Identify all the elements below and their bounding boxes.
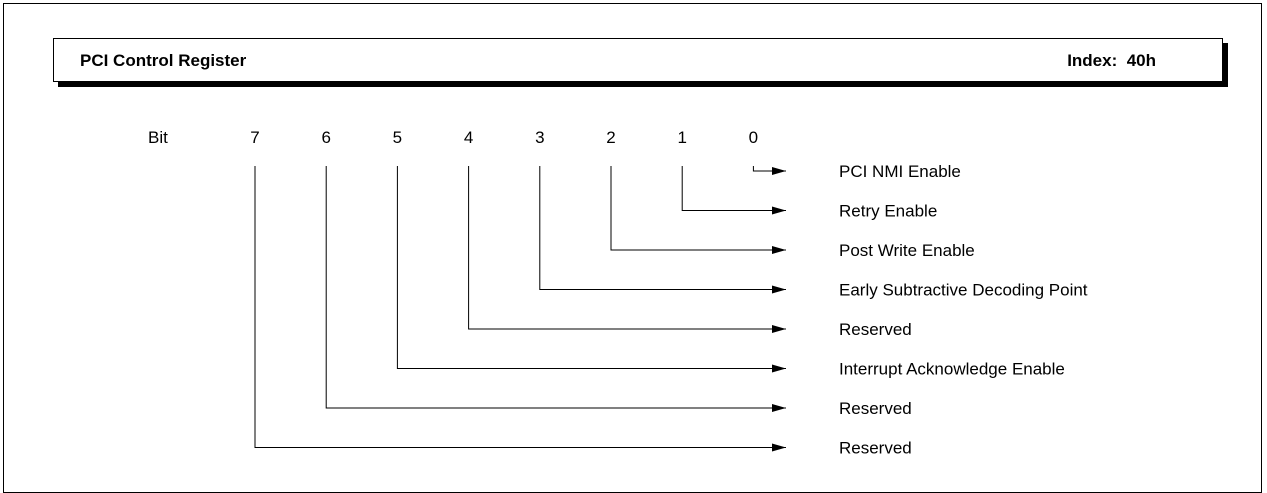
- bit-leader-0: [752, 166, 786, 175]
- bit-leader-2: [610, 166, 786, 254]
- bit-leader-7: [254, 166, 786, 452]
- bit-label-0: PCI NMI Enable: [839, 162, 961, 181]
- bit-number-0: 0: [749, 128, 758, 147]
- bit-label-4: Reserved: [839, 320, 912, 339]
- bit-leader-6: [325, 166, 786, 412]
- bit-layer: 7 Reserved 6 Reserved 5 Interrupt Acknowledge…: [250, 128, 1088, 458]
- register-title: PCI Control Register: [80, 51, 247, 70]
- register-index: Index: 40h: [1067, 51, 1156, 70]
- bit-number-3: 3: [535, 128, 544, 147]
- bit-number-6: 6: [321, 128, 330, 147]
- bit-label-5: Interrupt Acknowledge Enable: [839, 360, 1065, 379]
- bit-number-4: 4: [464, 128, 473, 147]
- bit-number-1: 1: [677, 128, 686, 147]
- bit-number-7: 7: [250, 128, 259, 147]
- bit-label-2: Post Write Enable: [839, 241, 975, 260]
- bit-leader-1: [681, 166, 786, 215]
- bit-label-7: Reserved: [839, 439, 912, 458]
- bit-leader-4: [468, 166, 786, 333]
- bit-header-label: Bit: [148, 128, 168, 147]
- bit-leader-3: [539, 166, 786, 294]
- bit-number-5: 5: [393, 128, 402, 147]
- bit-label-1: Retry Enable: [839, 202, 937, 221]
- bit-label-6: Reserved: [839, 399, 912, 418]
- bit-label-3: Early Subtractive Decoding Point: [839, 281, 1088, 300]
- bit-leader-5: [396, 166, 786, 373]
- register-title-bar: PCI Control Register Index: 40h: [53, 38, 1223, 82]
- bit-number-2: 2: [606, 128, 615, 147]
